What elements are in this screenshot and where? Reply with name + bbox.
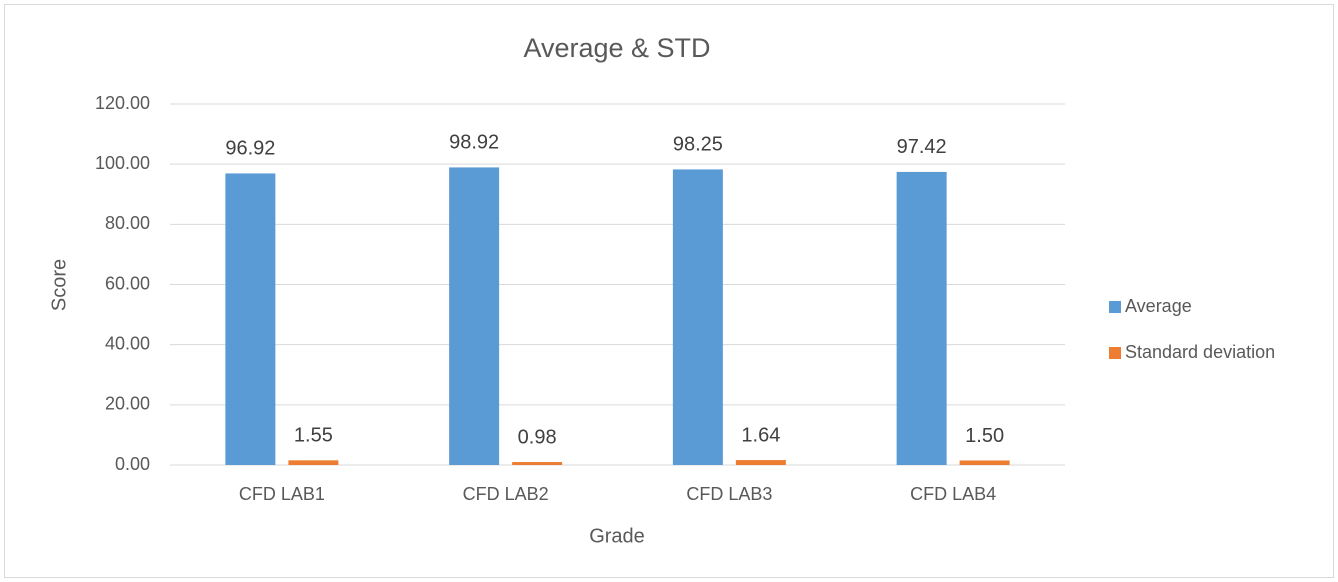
y-tick-label: 120.00 [95, 93, 150, 113]
chart-title: Average & STD [523, 33, 710, 63]
x-tick-label: CFD LAB2 [463, 484, 549, 504]
bar [512, 462, 563, 465]
bar [959, 460, 1010, 465]
data-label: 0.98 [518, 426, 557, 448]
legend-label: Average [1125, 296, 1192, 316]
x-tick-label: CFD LAB1 [239, 484, 325, 504]
y-tick-label: 100.00 [95, 153, 150, 173]
data-label: 98.25 [673, 134, 723, 156]
y-tick-label: 40.00 [105, 333, 150, 353]
data-label: 98.92 [449, 132, 499, 154]
data-label: 1.50 [965, 425, 1004, 447]
data-label: 1.64 [741, 424, 780, 446]
x-tick-label: CFD LAB4 [910, 484, 996, 504]
bar [672, 169, 723, 465]
y-axis-label: Score [48, 259, 70, 311]
legend-label: Standard deviation [1125, 342, 1275, 362]
bar [288, 460, 339, 465]
bar [449, 167, 500, 466]
bar [225, 173, 276, 466]
data-label: 97.42 [897, 136, 947, 158]
legend-swatch [1109, 347, 1121, 359]
y-tick-label: 80.00 [105, 213, 150, 233]
data-label: 96.92 [225, 138, 275, 160]
chart-border [4, 4, 1334, 578]
y-tick-label: 0.00 [115, 454, 150, 474]
x-tick-label: CFD LAB3 [686, 484, 772, 504]
bar [896, 171, 947, 465]
bar [735, 460, 786, 465]
data-label: 1.55 [294, 425, 333, 447]
y-tick-label: 20.00 [105, 394, 150, 414]
legend-swatch [1109, 301, 1121, 313]
x-axis-label: Grade [589, 525, 645, 547]
y-tick-label: 60.00 [105, 273, 150, 293]
